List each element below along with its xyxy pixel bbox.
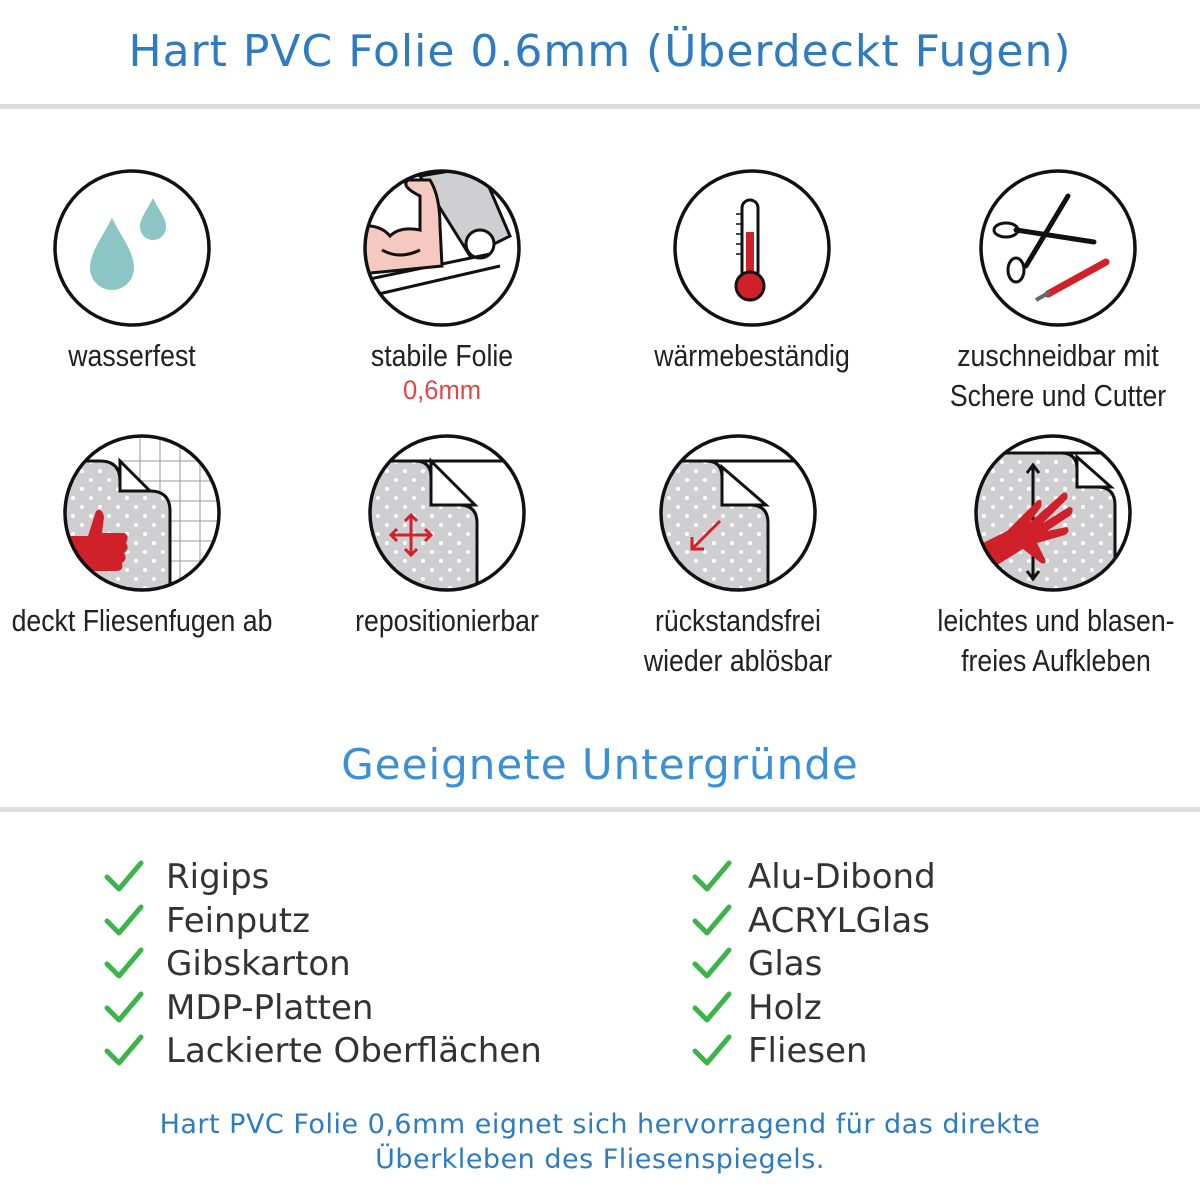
- feature-label-heat: wärmebeständig: [654, 338, 850, 373]
- footer-note: Hart PVC Folie 0,6mm eignet sich hervorr…: [159, 1109, 1041, 1175]
- thickness-value: 0,6mm: [402, 375, 482, 405]
- surface-item: Rigips: [104, 855, 269, 899]
- move-arrows-icon: [368, 434, 526, 592]
- feature-label-bubble-free: leichtes und blasen-freies Aufkleben: [937, 603, 1175, 678]
- check-icon: [692, 859, 732, 895]
- check-icon: [104, 1033, 144, 1069]
- thumbs-up-tiles-icon: [63, 434, 221, 592]
- scissors-cutter-icon: [979, 169, 1137, 327]
- feature-label-waterproof: wasserfest: [68, 338, 196, 373]
- thermometer-icon: [673, 169, 831, 327]
- title-divider: [0, 104, 1200, 109]
- surfaces-heading: Geeignete Untergründe: [341, 740, 859, 789]
- surface-item: Glas: [692, 942, 822, 986]
- page-title: Hart PVC Folie 0.6mm (Überdeckt Fugen): [128, 26, 1072, 77]
- surface-item: Holz: [692, 986, 822, 1030]
- surface-item: Fliesen: [692, 1029, 868, 1073]
- hand-smooth-icon: [974, 434, 1132, 592]
- check-icon: [692, 946, 732, 982]
- check-icon: [104, 859, 144, 895]
- feature-label-covers-joints: deckt Fliesenfugen ab: [11, 603, 273, 638]
- feature-label-residue-free: rückstandsfrei wieder ablösbar: [643, 603, 833, 678]
- check-icon: [104, 903, 144, 939]
- surface-item: Alu-Dibond: [692, 855, 936, 899]
- surfaces-divider: [0, 807, 1200, 812]
- feature-label-cuttable: zuschneidbar mit Schere und Cutter: [949, 338, 1167, 413]
- check-icon: [692, 990, 732, 1026]
- peel-arrow-icon: [659, 434, 817, 592]
- surface-item: MDP-Platten: [104, 986, 373, 1030]
- check-icon: [692, 1033, 732, 1069]
- surface-item: Feinputz: [104, 899, 310, 943]
- check-icon: [692, 903, 732, 939]
- check-icon: [104, 946, 144, 982]
- feature-label-stable: stabile Folie 0,6mm: [304, 336, 579, 404]
- check-icon: [104, 990, 144, 1026]
- surface-item: Gibskarton: [104, 942, 351, 986]
- surface-item: ACRYLGlas: [692, 899, 930, 943]
- feature-label-repositionable: repositionierbar: [355, 603, 539, 638]
- water-drops-icon: [53, 169, 211, 327]
- strong-arm-icon: [363, 169, 521, 327]
- surface-item: Lackierte Oberflächen: [104, 1029, 542, 1073]
